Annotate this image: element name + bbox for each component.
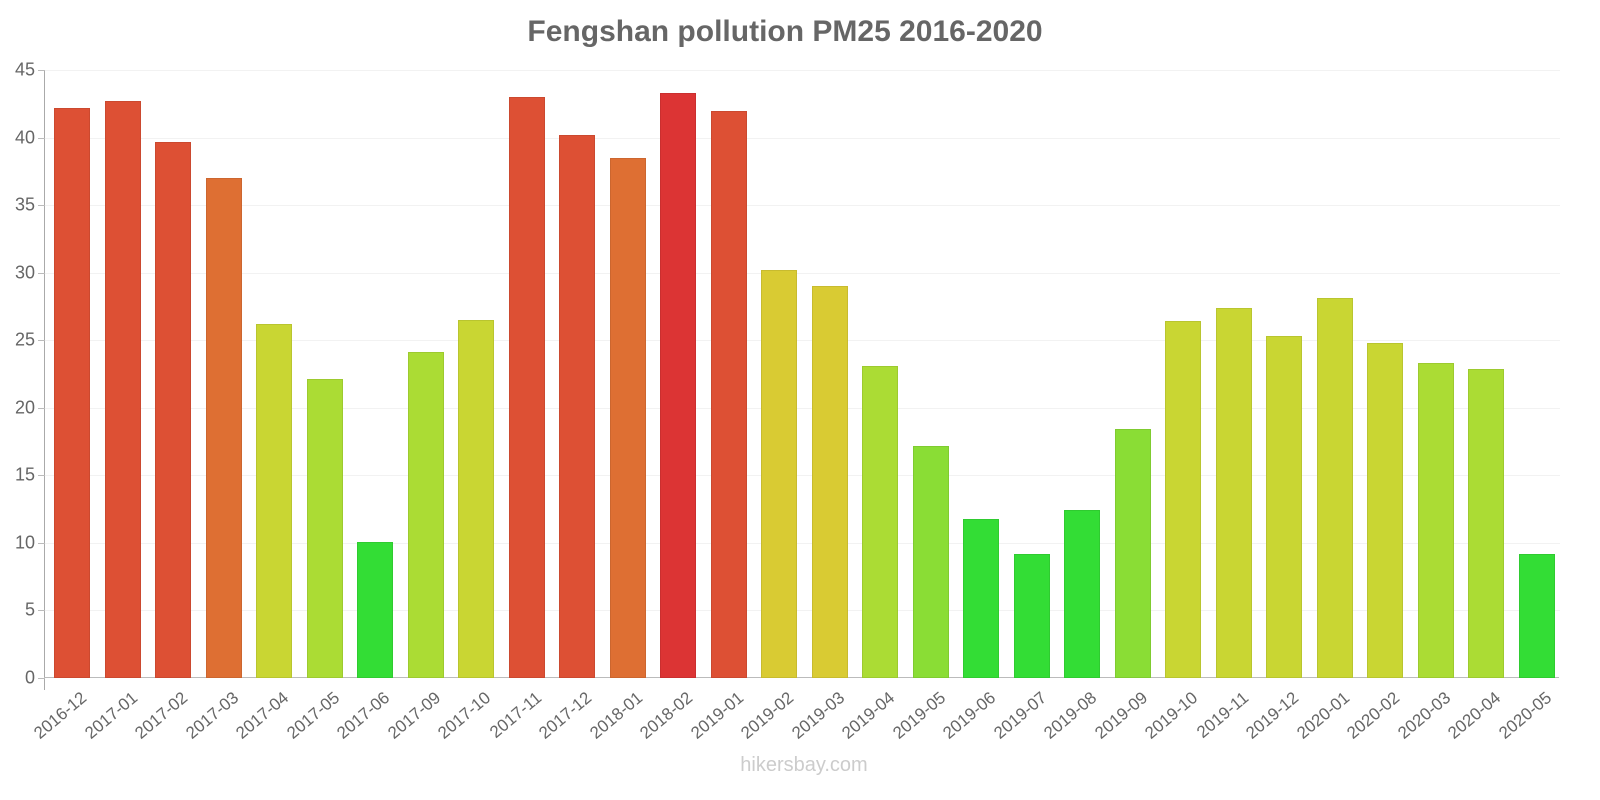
y-tick-mark [38, 205, 45, 207]
gridline [45, 610, 1560, 612]
y-tick-label: 40 [14, 127, 35, 148]
bar-2019-09[interactable] [1114, 429, 1151, 678]
y-tick-label: 45 [14, 59, 35, 80]
x-axis-line [44, 677, 1559, 678]
bar-2019-12[interactable] [1266, 336, 1303, 678]
y-tick-label: 35 [14, 194, 35, 215]
bar-2019-05[interactable] [912, 445, 949, 678]
gridline [45, 272, 1560, 274]
bar-2019-06[interactable] [963, 518, 1000, 678]
y-tick-mark [38, 137, 45, 139]
bar-2019-02[interactable] [761, 269, 798, 678]
bar-2019-10[interactable] [1165, 321, 1202, 678]
y-tick-label: 20 [14, 397, 35, 418]
y-tick-mark [38, 70, 45, 71]
y-tick-mark [38, 678, 45, 679]
y-tick-label: 5 [24, 599, 35, 620]
gridline [45, 542, 1560, 544]
bar-2020-05[interactable] [1518, 553, 1555, 678]
bar-2019-07[interactable] [1013, 553, 1050, 678]
chart-title: Fengshan pollution PM25 2016-2020 [527, 15, 1043, 48]
plot-area: 0 5 10 15 20 25 30 35 40 45 [15, 60, 1560, 690]
y-tick-mark [38, 610, 45, 612]
y-tick-mark [38, 542, 45, 544]
bar-2019-11[interactable] [1215, 307, 1252, 678]
bar-2017-01[interactable] [104, 101, 141, 678]
bar-2017-03[interactable] [205, 178, 242, 678]
gridline [45, 205, 1560, 207]
y-tick-label: 25 [14, 329, 35, 350]
bar-2019-01[interactable] [710, 110, 747, 678]
bar-2017-05[interactable] [306, 379, 343, 678]
bar-2019-08[interactable] [1064, 510, 1101, 678]
bar-2020-04[interactable] [1468, 368, 1505, 678]
bar-2017-10[interactable] [458, 319, 495, 678]
y-tick-label: 10 [14, 532, 35, 553]
gridline [45, 407, 1560, 409]
bar-2017-09[interactable] [407, 352, 444, 678]
bar-2019-03[interactable] [811, 286, 848, 678]
bar-2020-03[interactable] [1417, 363, 1454, 678]
bar-2019-04[interactable] [862, 365, 899, 678]
gridline [45, 70, 1560, 71]
watermark: hikersbay.com [740, 754, 868, 776]
y-axis-line [44, 70, 45, 690]
bar-2018-01[interactable] [609, 157, 646, 678]
bar-2017-06[interactable] [357, 541, 394, 678]
bar-2017-04[interactable] [256, 324, 293, 678]
y-tick-mark [38, 407, 45, 409]
bar-2018-02[interactable] [660, 92, 697, 678]
bar-2017-11[interactable] [508, 97, 545, 678]
y-tick-mark [38, 272, 45, 274]
gridline [45, 340, 1560, 342]
bar-2020-01[interactable] [1316, 298, 1353, 678]
gridline [45, 475, 1560, 477]
gridline [45, 137, 1560, 139]
bar-2020-02[interactable] [1367, 342, 1404, 678]
bar-2017-12[interactable] [559, 134, 596, 678]
y-tick-mark [38, 475, 45, 477]
bar-2017-02[interactable] [155, 141, 192, 678]
bar-2016-12[interactable] [54, 107, 91, 678]
y-tick-mark [38, 340, 45, 342]
y-tick-label: 15 [14, 464, 35, 485]
y-tick-label: 30 [14, 262, 35, 283]
y-tick-label: 0 [24, 667, 35, 688]
